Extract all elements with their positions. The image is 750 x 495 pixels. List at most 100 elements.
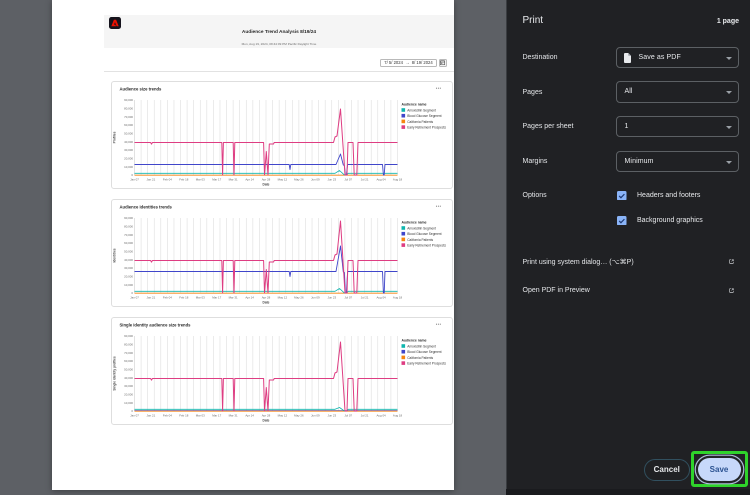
svg-text:Date: Date — [262, 419, 269, 423]
svg-text:60,000: 60,000 — [124, 242, 133, 246]
svg-text:Jan 07: Jan 07 — [130, 414, 139, 418]
svg-text:Early Retirement Prospects: Early Retirement Prospects — [407, 244, 446, 248]
svg-text:0: 0 — [131, 174, 133, 178]
svg-text:May 12: May 12 — [277, 414, 287, 418]
svg-text:Mar 31: Mar 31 — [228, 296, 237, 300]
svg-text:Jun 23: Jun 23 — [327, 414, 336, 418]
svg-text:Jul 07: Jul 07 — [344, 178, 352, 182]
svg-text:Amoxicillin Segment: Amoxicillin Segment — [407, 227, 436, 231]
svg-text:California Patients: California Patients — [407, 356, 433, 360]
svg-text:Audience size trends: Audience size trends — [119, 87, 162, 92]
svg-text:Feb 04: Feb 04 — [163, 296, 172, 300]
svg-text:Blood Glucose Segment: Blood Glucose Segment — [407, 114, 441, 118]
svg-text:Mar 31: Mar 31 — [228, 178, 237, 182]
svg-text:Audience name: Audience name — [401, 221, 426, 225]
svg-text:Mar 17: Mar 17 — [212, 414, 221, 418]
svg-text:10,000: 10,000 — [124, 401, 133, 405]
svg-text:Single identity profiles: Single identity profiles — [112, 356, 116, 390]
svg-text:Single identity audience size: Single identity audience size trends — [119, 323, 191, 328]
svg-text:30,000: 30,000 — [124, 267, 133, 271]
svg-text:Jul 21: Jul 21 — [361, 414, 369, 418]
svg-text:20,000: 20,000 — [124, 157, 133, 161]
svg-text:Feb 18: Feb 18 — [179, 178, 188, 182]
svg-text:May 26: May 26 — [294, 178, 304, 182]
svg-text:60,000: 60,000 — [124, 124, 133, 128]
svg-text:Aug 18: Aug 18 — [393, 178, 403, 182]
svg-text:30,000: 30,000 — [124, 149, 133, 153]
svg-text:Jan 21: Jan 21 — [146, 178, 155, 182]
svg-text:Audience identities trends: Audience identities trends — [119, 205, 172, 210]
svg-text:Aug 04: Aug 04 — [376, 414, 386, 418]
svg-text:California Patients: California Patients — [407, 238, 433, 242]
svg-text:10,000: 10,000 — [124, 283, 133, 287]
svg-text:50,000: 50,000 — [124, 250, 133, 254]
svg-text:20,000: 20,000 — [124, 275, 133, 279]
svg-text:Feb 04: Feb 04 — [163, 178, 172, 182]
svg-text:70,000: 70,000 — [124, 115, 133, 119]
svg-text:Identities: Identities — [112, 249, 116, 263]
svg-text:Early Retirement Prospects: Early Retirement Prospects — [407, 126, 446, 130]
svg-text:0: 0 — [131, 292, 133, 296]
svg-text:Jun 23: Jun 23 — [327, 178, 336, 182]
svg-text:Jun 09: Jun 09 — [311, 414, 320, 418]
svg-text:Blood Glucose Segment: Blood Glucose Segment — [407, 350, 441, 354]
svg-text:80,000: 80,000 — [124, 343, 133, 347]
svg-text:Mar 17: Mar 17 — [212, 178, 221, 182]
svg-text:Audience name: Audience name — [401, 103, 426, 107]
svg-text:Jul 21: Jul 21 — [361, 296, 369, 300]
svg-text:Apr 28: Apr 28 — [262, 296, 271, 300]
svg-text:Jul 21: Jul 21 — [361, 178, 369, 182]
svg-text:May 12: May 12 — [277, 178, 287, 182]
svg-text:Jul 07: Jul 07 — [344, 414, 352, 418]
svg-text:Jan 07: Jan 07 — [130, 296, 139, 300]
svg-text:Aug 18: Aug 18 — [393, 414, 403, 418]
svg-text:Apr 14: Apr 14 — [245, 414, 254, 418]
svg-text:Feb 18: Feb 18 — [179, 296, 188, 300]
svg-text:20,000: 20,000 — [124, 393, 133, 397]
svg-text:90,000: 90,000 — [124, 335, 133, 339]
svg-text:Apr 28: Apr 28 — [262, 414, 271, 418]
svg-text:0: 0 — [131, 410, 133, 414]
svg-text:Profiles: Profiles — [112, 132, 116, 144]
svg-text:Feb 04: Feb 04 — [163, 414, 172, 418]
svg-text:Mar 17: Mar 17 — [212, 296, 221, 300]
svg-text:May 26: May 26 — [294, 414, 304, 418]
svg-text:90,000: 90,000 — [124, 217, 133, 221]
svg-text:40,000: 40,000 — [124, 140, 133, 144]
svg-text:Jan 07: Jan 07 — [130, 178, 139, 182]
svg-text:Aug 04: Aug 04 — [376, 178, 386, 182]
svg-text:Date: Date — [262, 183, 269, 187]
svg-text:Mar 31: Mar 31 — [228, 414, 237, 418]
svg-text:Mar 03: Mar 03 — [196, 414, 205, 418]
svg-text:Jul 07: Jul 07 — [344, 296, 352, 300]
svg-text:May 12: May 12 — [277, 296, 287, 300]
svg-text:Aug 18: Aug 18 — [393, 296, 403, 300]
svg-text:10,000: 10,000 — [124, 165, 133, 169]
svg-text:Jun 09: Jun 09 — [311, 178, 320, 182]
svg-text:Jun 09: Jun 09 — [311, 296, 320, 300]
svg-text:70,000: 70,000 — [124, 233, 133, 237]
svg-text:70,000: 70,000 — [124, 351, 133, 355]
svg-text:Mar 03: Mar 03 — [196, 296, 205, 300]
svg-text:May 26: May 26 — [294, 296, 304, 300]
svg-text:Audience name: Audience name — [401, 339, 426, 343]
svg-text:60,000: 60,000 — [124, 360, 133, 364]
svg-text:30,000: 30,000 — [124, 385, 133, 389]
svg-text:Amoxicillin Segment: Amoxicillin Segment — [407, 109, 436, 113]
svg-text:80,000: 80,000 — [124, 225, 133, 229]
svg-text:Jan 21: Jan 21 — [146, 296, 155, 300]
svg-text:Apr 14: Apr 14 — [245, 296, 254, 300]
svg-text:Jan 21: Jan 21 — [146, 414, 155, 418]
svg-text:Early Retirement Prospects: Early Retirement Prospects — [407, 362, 446, 366]
svg-text:Date: Date — [262, 301, 269, 305]
svg-text:Feb 18: Feb 18 — [179, 414, 188, 418]
svg-text:Blood Glucose Segment: Blood Glucose Segment — [407, 232, 441, 236]
svg-text:Apr 28: Apr 28 — [262, 178, 271, 182]
svg-text:90,000: 90,000 — [124, 99, 133, 103]
svg-text:California Patients: California Patients — [407, 120, 433, 124]
svg-text:80,000: 80,000 — [124, 107, 133, 111]
svg-text:50,000: 50,000 — [124, 132, 133, 136]
svg-text:50,000: 50,000 — [124, 368, 133, 372]
svg-text:Apr 14: Apr 14 — [245, 178, 254, 182]
svg-text:Amoxicillin Segment: Amoxicillin Segment — [407, 345, 436, 349]
